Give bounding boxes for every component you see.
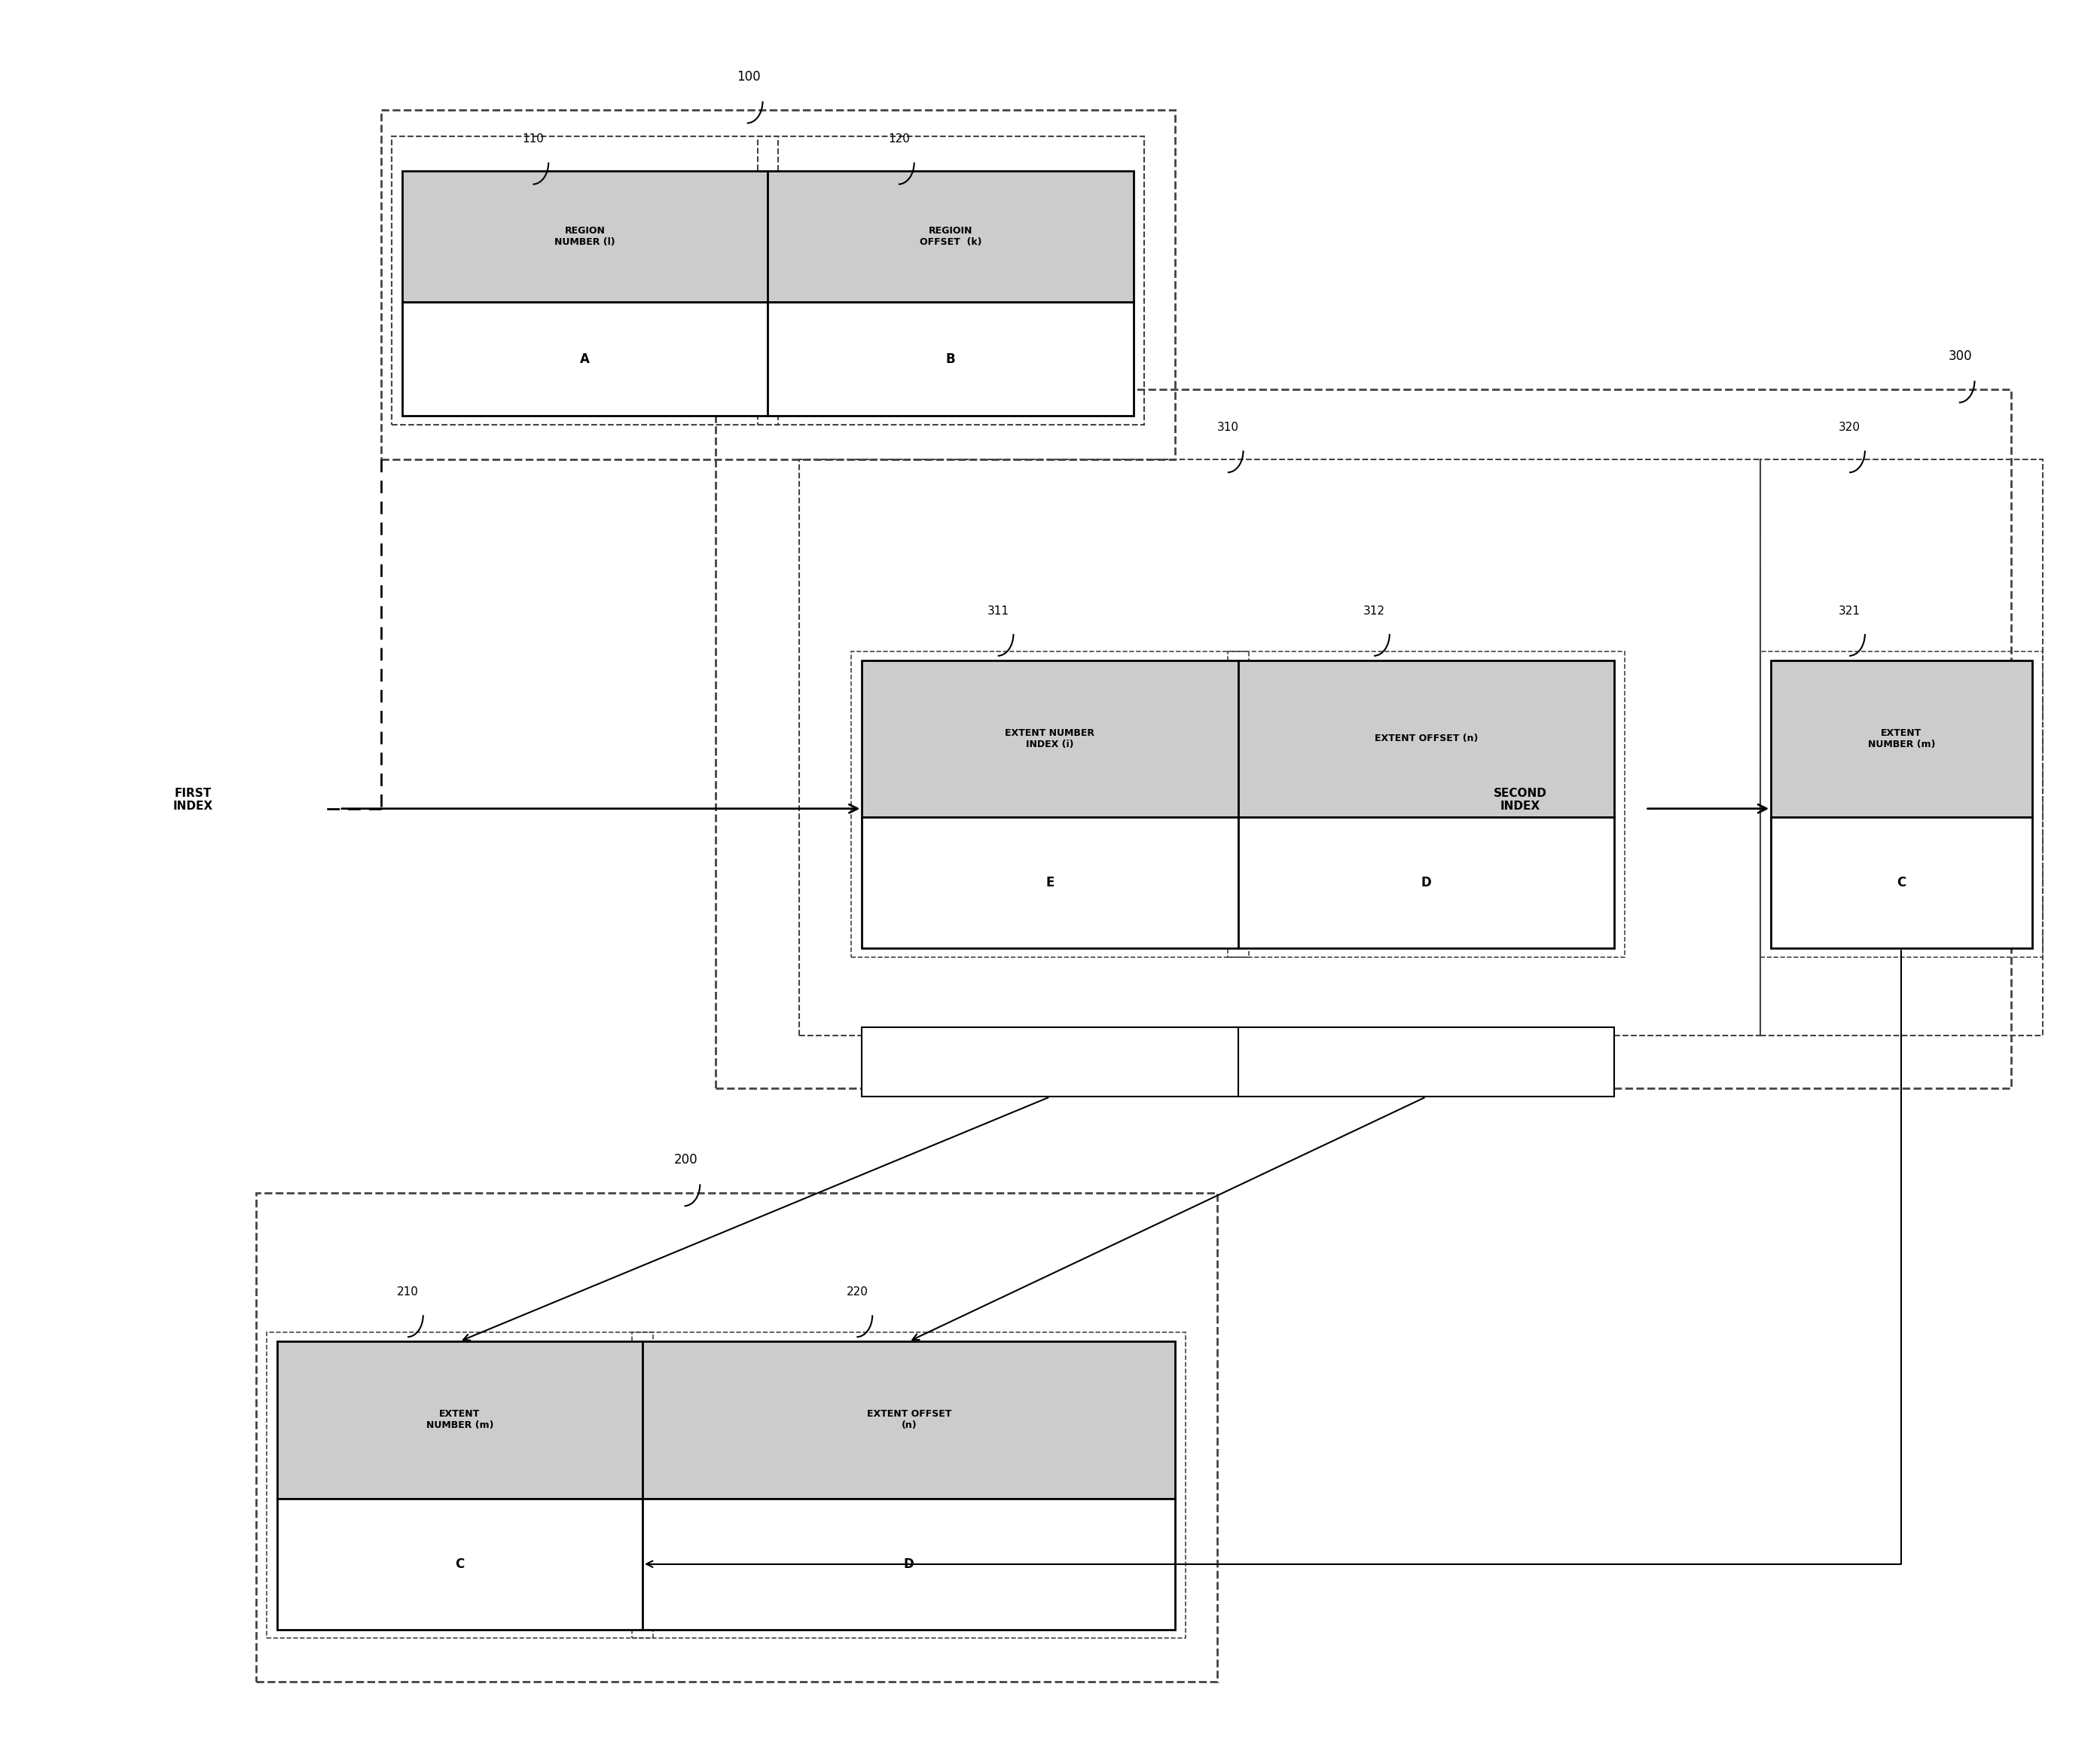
Text: B: B [945,351,956,365]
FancyBboxPatch shape [861,1026,1239,1096]
Text: EXTENT
NUMBER (m): EXTENT NUMBER (m) [426,1409,493,1430]
FancyBboxPatch shape [1239,661,1615,817]
Text: E: E [1046,877,1054,889]
Text: 110: 110 [523,134,544,146]
FancyBboxPatch shape [861,661,1239,817]
Text: 200: 200 [674,1153,697,1167]
FancyBboxPatch shape [643,1499,1176,1629]
FancyBboxPatch shape [1239,1026,1615,1096]
Text: 321: 321 [1840,604,1861,617]
FancyBboxPatch shape [769,302,1134,416]
Text: REGIOIN
OFFSET  (k): REGIOIN OFFSET (k) [920,227,983,248]
FancyBboxPatch shape [277,1341,643,1499]
FancyBboxPatch shape [769,170,1134,302]
Text: 300: 300 [1949,350,1972,364]
FancyBboxPatch shape [861,817,1239,949]
Text: D: D [1422,877,1432,889]
Text: C: C [456,1557,464,1571]
Text: EXTENT OFFSET
(n): EXTENT OFFSET (n) [867,1409,951,1430]
Text: SECOND
INDEX: SECOND INDEX [1493,787,1548,812]
Text: D: D [903,1557,913,1571]
FancyBboxPatch shape [403,302,769,416]
Text: A: A [580,351,590,365]
FancyBboxPatch shape [277,1499,643,1629]
Text: 320: 320 [1840,422,1861,434]
FancyBboxPatch shape [1239,817,1615,949]
Text: EXTENT OFFSET (n): EXTENT OFFSET (n) [1373,734,1478,743]
FancyBboxPatch shape [403,170,769,302]
Text: C: C [1896,877,1907,889]
Text: EXTENT
NUMBER (m): EXTENT NUMBER (m) [1867,727,1936,748]
Text: 312: 312 [1363,604,1386,617]
FancyBboxPatch shape [1770,661,2033,817]
Text: REGION
NUMBER (l): REGION NUMBER (l) [554,227,615,248]
Text: EXTENT NUMBER
INDEX (i): EXTENT NUMBER INDEX (i) [1006,727,1094,748]
Text: 120: 120 [888,134,909,146]
Text: FIRST
INDEX: FIRST INDEX [174,787,214,812]
Text: 311: 311 [987,604,1010,617]
Text: 310: 310 [1218,422,1239,434]
FancyBboxPatch shape [643,1341,1176,1499]
Text: 100: 100 [737,70,760,84]
Text: 220: 220 [846,1286,867,1298]
Text: 210: 210 [397,1286,418,1298]
FancyBboxPatch shape [1770,817,2033,949]
